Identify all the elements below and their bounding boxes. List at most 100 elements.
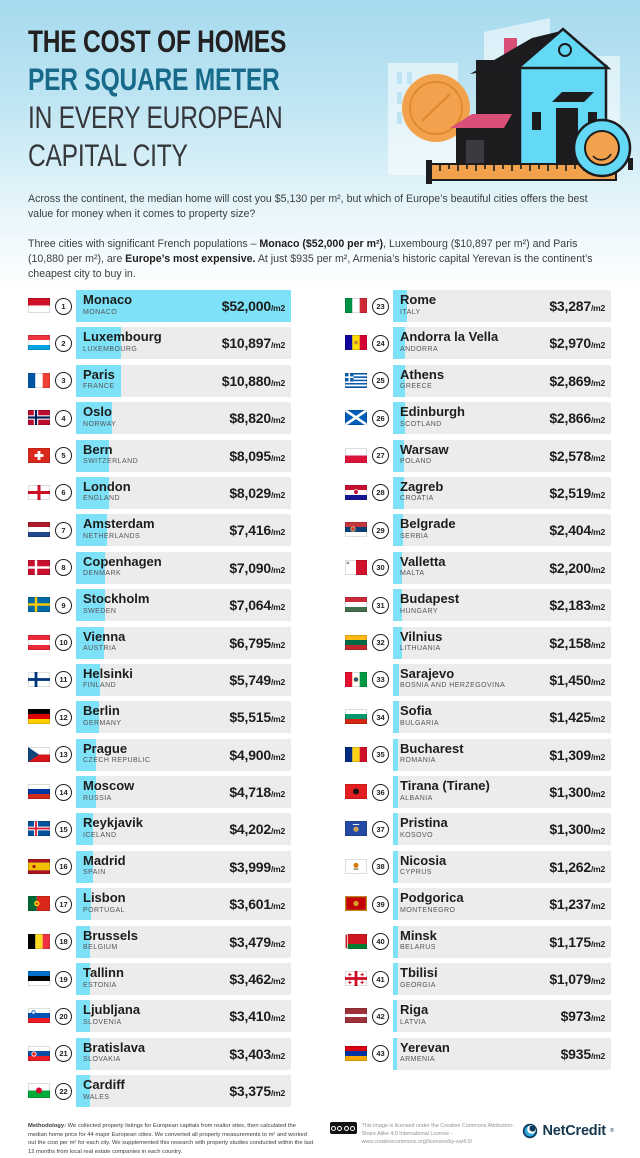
price-bar-fill — [393, 626, 403, 659]
ranking-row: 37 Pristina KOSOVO $1,300/m2 — [345, 813, 611, 846]
coin-icon — [402, 74, 470, 142]
ranking-row: 30 Valletta MALTA $2,200/m2 — [345, 551, 611, 584]
country-name: POLAND — [400, 458, 432, 466]
price-value: $1,237/m2 — [549, 896, 605, 913]
country-name: SPAIN — [83, 869, 106, 877]
price-value: $3,375/m2 — [229, 1083, 285, 1100]
price-bar-fill — [76, 626, 105, 659]
city-name: London — [83, 478, 131, 494]
rank-col-left: 1 Monaco MONACO $52,000/m2 2 Luxembourg LUXEMB… — [28, 290, 291, 1113]
price-unit: /m2 — [270, 976, 285, 987]
ranking-row: 1 Monaco MONACO $52,000/m2 — [28, 290, 291, 322]
flag-icon — [345, 896, 367, 912]
ranking-row: 41 Tbilisi GEORGIA $1,079/m2 — [345, 963, 611, 996]
rank-badge: 23 — [372, 297, 389, 315]
ranking-row: 34 Sofia BULGARIA $1,425/m2 — [345, 701, 611, 734]
rank-badge: 38 — [372, 858, 389, 876]
price-bar: Budapest HUNGARY $2,183/m2 — [393, 589, 611, 622]
price-value: $1,175/m2 — [549, 933, 605, 950]
price-value: $2,578/m2 — [549, 447, 605, 464]
flag-icon — [28, 410, 50, 426]
price-bar: Rome ITALY $3,287/m2 — [393, 290, 611, 322]
price-bar-fill — [76, 1037, 91, 1070]
ranking-columns: 1 Monaco MONACO $52,000/m2 2 Luxembourg LUXEMB… — [28, 290, 611, 1113]
price-bar: Bern SWITZERLAND $8,095/m2 — [76, 439, 291, 472]
price-value: $7,416/m2 — [229, 522, 285, 539]
rank-badge: 18 — [55, 933, 72, 951]
price-value: $4,202/m2 — [229, 821, 285, 838]
flag-icon — [345, 522, 367, 538]
price-value: $3,462/m2 — [229, 971, 285, 988]
country-name: HUNGARY — [400, 607, 439, 615]
ranking-row: 11 Helsinki FINLAND $5,749/m2 — [28, 663, 291, 696]
flag-icon — [345, 933, 367, 949]
price-value: $4,718/m2 — [229, 784, 285, 801]
price-bar-fill — [393, 402, 405, 435]
price-unit: /m2 — [270, 303, 285, 313]
intro-paragraph-2: Three cities with significant French pop… — [28, 237, 593, 280]
city-name: Pristina — [400, 815, 448, 831]
price-value: $1,425/m2 — [549, 709, 605, 726]
country-name: ARMENIA — [400, 1056, 436, 1064]
city-name: Podgorica — [400, 890, 464, 906]
country-name: KOSOVO — [400, 831, 434, 839]
ranking-row: 6 London ENGLAND $8,029/m2 — [28, 476, 291, 509]
price-unit: /m2 — [590, 789, 605, 800]
city-name: Rome — [400, 292, 437, 307]
price-value: $1,309/m2 — [549, 746, 605, 763]
rank-badge: 7 — [55, 521, 72, 539]
city-name: Budapest — [400, 591, 460, 607]
title-line-4: CAPITAL CITY — [28, 137, 188, 173]
rank-badge: 8 — [55, 559, 72, 577]
flag-icon — [28, 372, 50, 388]
price-value: $8,820/m2 — [229, 410, 285, 427]
price-unit: /m2 — [270, 714, 285, 725]
price-unit: /m2 — [590, 863, 605, 874]
price-value: $10,897/m2 — [221, 335, 285, 352]
city-name: Tbilisi — [400, 965, 438, 981]
price-bar: Tbilisi GEORGIA $1,079/m2 — [393, 963, 611, 996]
netcredit-logo: NetCredit ® — [522, 1123, 614, 1139]
rank-badge: 40 — [372, 933, 389, 951]
flag-icon — [345, 597, 367, 613]
ranking-row: 42 Riga LATVIA $973/m2 — [345, 1000, 611, 1033]
city-name: Vilnius — [400, 628, 443, 644]
price-bar: Bratislava SLOVAKIA $3,403/m2 — [76, 1037, 291, 1070]
price-bar: Copenhagen DENMARK $7,090/m2 — [76, 551, 291, 584]
city-name: Sofia — [400, 703, 432, 719]
ranking-row: 8 Copenhagen DENMARK $7,090/m2 — [28, 551, 291, 584]
price-unit: /m2 — [590, 1013, 605, 1024]
price-value: $2,183/m2 — [549, 597, 605, 614]
ranking-row: 29 Belgrade SERBIA $2,404/m2 — [345, 514, 611, 547]
flag-icon — [345, 858, 367, 874]
price-bar: Andorra la Vella ANDORRA $2,970/m2 — [393, 327, 611, 360]
ranking-row: 20 Ljubljana SLOVENIA $3,410/m2 — [28, 1000, 291, 1033]
price-unit: /m2 — [590, 340, 605, 351]
flag-icon — [28, 447, 50, 463]
rank-badge: 24 — [372, 334, 389, 352]
price-bar: Berlin GERMANY $5,515/m2 — [76, 701, 291, 734]
price-bar-fill — [393, 813, 399, 846]
city-name: Nicosia — [400, 852, 447, 868]
ranking-row: 3 Paris FRANCE $10,880/m2 — [28, 364, 291, 397]
rank-badge: 5 — [55, 447, 72, 465]
country-name: LATVIA — [400, 1018, 427, 1026]
flag-icon — [345, 634, 367, 650]
city-name: Riga — [400, 1002, 429, 1018]
price-unit: /m2 — [590, 1050, 605, 1061]
price-bar-fill — [76, 1000, 91, 1033]
city-name: Yerevan — [400, 1039, 450, 1055]
price-value: $52,000/m2 — [221, 298, 285, 314]
price-bar-fill — [393, 663, 400, 696]
price-bar-fill — [393, 738, 399, 771]
price-bar: Vilnius LITHUANIA $2,158/m2 — [393, 626, 611, 659]
price-bar-fill — [76, 514, 107, 547]
country-name: BELGIUM — [83, 944, 118, 952]
flag-icon — [345, 298, 367, 313]
city-name: Luxembourg — [83, 329, 162, 345]
price-bar: Helsinki FINLAND $5,749/m2 — [76, 663, 291, 696]
price-unit: /m2 — [270, 938, 285, 949]
price-value: $1,300/m2 — [549, 784, 605, 801]
country-name: GERMANY — [83, 719, 122, 727]
price-value: $3,410/m2 — [229, 1008, 285, 1025]
